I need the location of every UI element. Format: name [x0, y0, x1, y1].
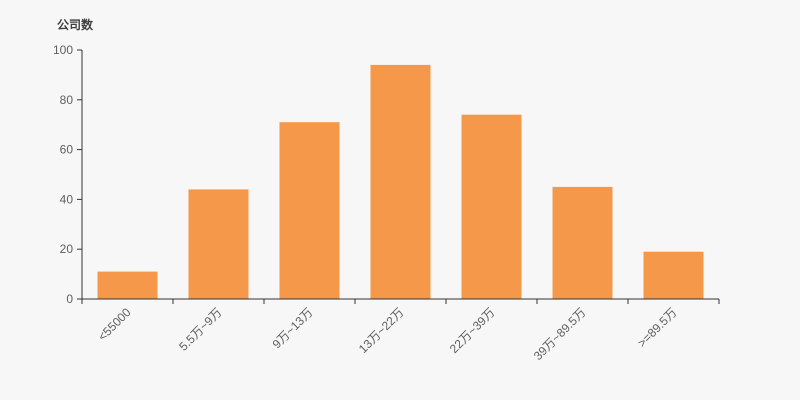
x-axis-label: 5.5万~9万 [176, 305, 224, 353]
bar [552, 186, 613, 299]
y-tick-label: 20 [60, 242, 74, 256]
bar [643, 251, 704, 299]
x-axis-label: 9万~13万 [270, 305, 316, 351]
y-tick-label: 0 [66, 292, 73, 306]
x-axis-label: 22万~39万 [447, 305, 498, 356]
x-axis-label: 13万~22万 [356, 305, 407, 356]
y-tick-label: 80 [60, 93, 74, 107]
y-tick-label: 100 [53, 43, 73, 57]
bar [370, 64, 431, 300]
bar [97, 271, 158, 299]
bar [461, 114, 522, 299]
y-axis-title: 公司数 [57, 18, 94, 32]
bar [279, 122, 340, 299]
bar [188, 189, 249, 299]
x-axis-label: 39万~89.5万 [531, 305, 589, 363]
y-tick-label: 40 [60, 192, 74, 206]
y-tick-label: 60 [60, 143, 74, 157]
x-axis-label: >=89.5万 [635, 305, 680, 350]
x-axis-label: <55000 [95, 305, 134, 344]
